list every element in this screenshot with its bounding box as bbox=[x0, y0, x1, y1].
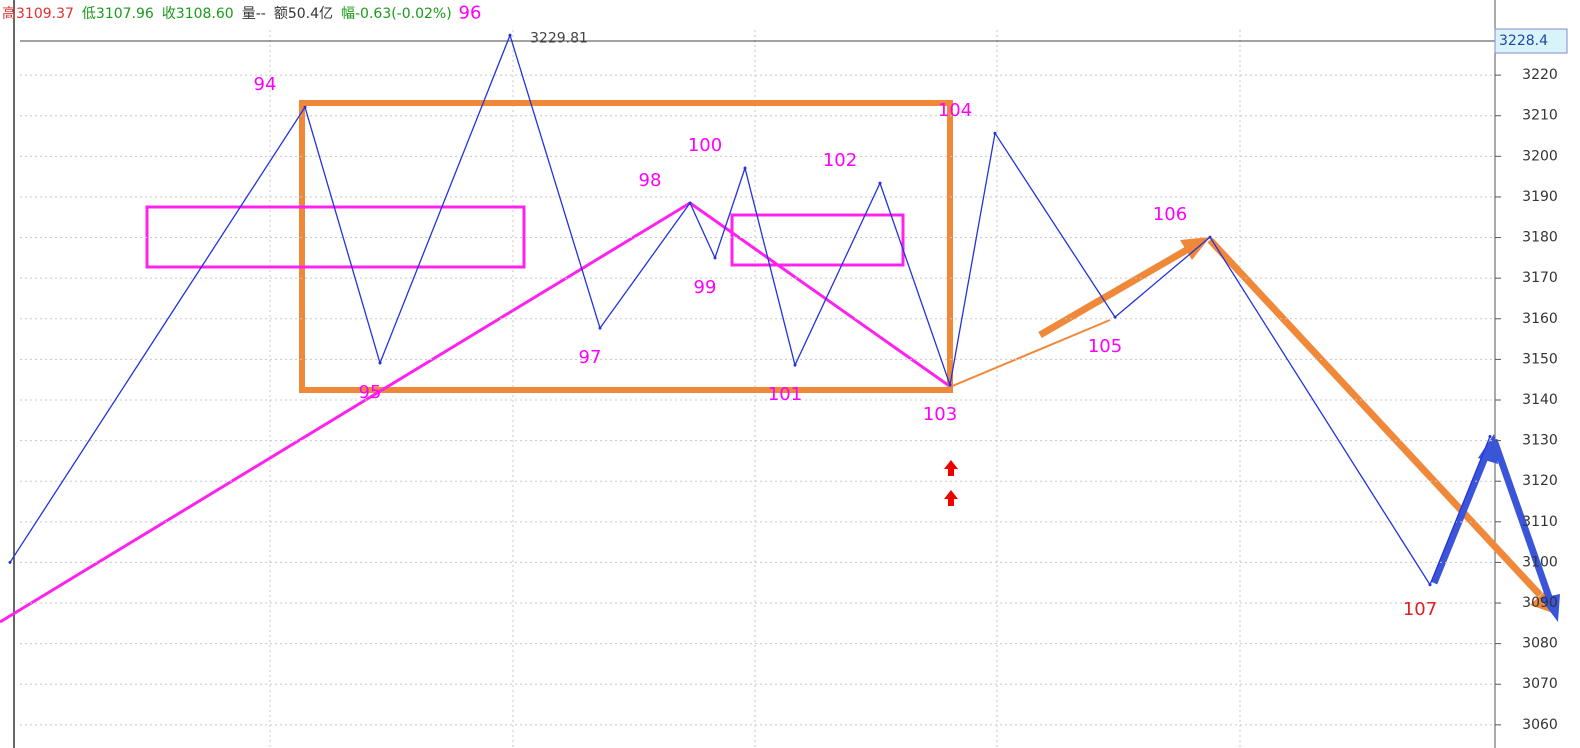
y-tick-label: 3100 bbox=[1522, 554, 1558, 570]
y-tick-label: 3070 bbox=[1522, 676, 1558, 692]
y-tick-label: 3150 bbox=[1522, 351, 1558, 367]
y-tick-label: 3110 bbox=[1522, 514, 1558, 530]
wave-point bbox=[8, 560, 12, 564]
y-tick-label: 3130 bbox=[1522, 433, 1558, 449]
y-tick-label: 3220 bbox=[1522, 67, 1558, 83]
wave-point bbox=[508, 33, 512, 37]
wave-line bbox=[9, 33, 1491, 587]
wave-label: 107 bbox=[1403, 599, 1437, 620]
y-tick-label: 3090 bbox=[1522, 595, 1558, 611]
annotations bbox=[0, 100, 1560, 624]
wave-label: 102 bbox=[823, 150, 857, 171]
y-tick-label: 3080 bbox=[1522, 636, 1558, 652]
wave-point bbox=[878, 181, 882, 185]
value-label: 3229.81 bbox=[530, 30, 588, 46]
wave-point bbox=[378, 361, 382, 365]
wave-point bbox=[1208, 235, 1212, 239]
info-text: 收3108.60 bbox=[162, 6, 234, 22]
y-tick-label: 3140 bbox=[1522, 392, 1558, 408]
wave-label: 103 bbox=[923, 404, 957, 425]
wave-label: 100 bbox=[688, 135, 722, 156]
wave-label: 105 bbox=[1088, 336, 1122, 357]
wave-point bbox=[1428, 583, 1432, 587]
y-tick-label: 3200 bbox=[1522, 148, 1558, 164]
wave-label: 97 bbox=[579, 347, 602, 368]
info-text: 幅-0.63(-0.02%) bbox=[341, 6, 452, 22]
info-text: 额50.4亿 bbox=[274, 6, 333, 22]
y-tick-label: 3160 bbox=[1522, 311, 1558, 327]
wave-point bbox=[688, 201, 692, 205]
wave-point bbox=[598, 326, 602, 330]
y-tick-label: 3120 bbox=[1522, 473, 1558, 489]
wave-point bbox=[1488, 435, 1492, 439]
wave-label: 98 bbox=[639, 170, 662, 191]
wave-point bbox=[303, 105, 307, 109]
wave-label: 94 bbox=[254, 74, 277, 95]
wave-label: 99 bbox=[694, 277, 717, 298]
wave-label: 101 bbox=[768, 384, 802, 405]
y-tick-label: 3170 bbox=[1522, 270, 1558, 286]
wave-point bbox=[948, 383, 952, 387]
header: 高3109.37 低3107.96 收3108.60 量-- 额50.4亿 幅-0.63(… bbox=[2, 5, 452, 22]
last-price-label: 3228.4 bbox=[1499, 33, 1548, 49]
info-text: 低3107.96 bbox=[82, 6, 154, 22]
y-tick-label: 3210 bbox=[1522, 108, 1558, 124]
y-tick-label: 3190 bbox=[1522, 189, 1558, 205]
wave-point bbox=[743, 166, 747, 170]
wave-label: 104 bbox=[938, 100, 972, 121]
wave-label: 95 bbox=[359, 382, 382, 403]
wave-point bbox=[793, 363, 797, 367]
wave-point bbox=[993, 131, 997, 135]
last-price-box bbox=[1494, 28, 1568, 54]
y-tick-label: 3180 bbox=[1522, 230, 1558, 246]
wave-label: 96 bbox=[459, 2, 482, 23]
wave-label: 106 bbox=[1153, 204, 1187, 225]
y-tick-label: 3060 bbox=[1522, 717, 1558, 733]
wave-point bbox=[713, 256, 717, 260]
info-text: 量-- bbox=[242, 6, 266, 22]
wave-point bbox=[1113, 315, 1117, 319]
info-text: 高3109.37 bbox=[2, 5, 74, 22]
